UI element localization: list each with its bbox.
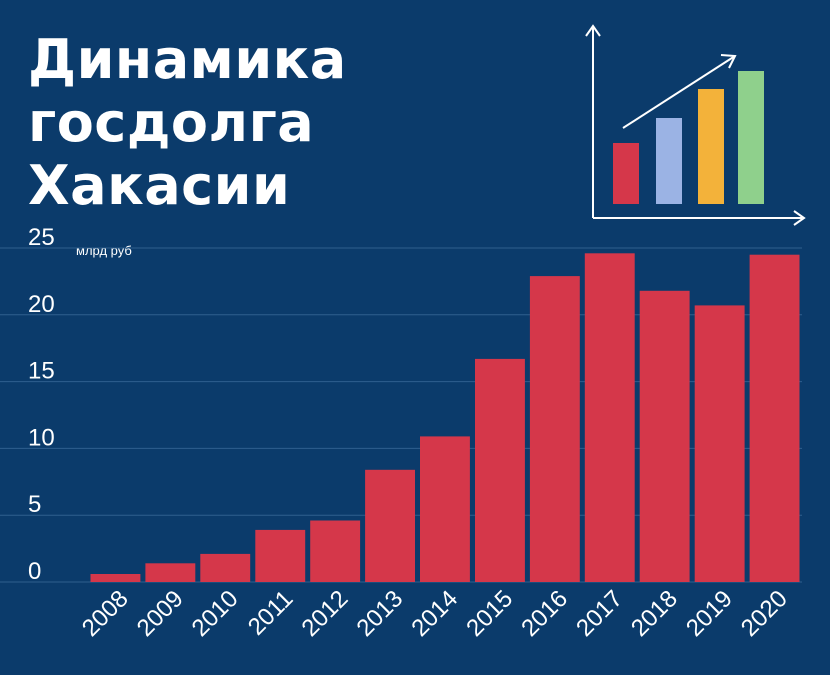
bar-2015: [475, 358, 525, 582]
x-tick-label: 2020: [736, 585, 793, 642]
y-tick-label: 0: [28, 558, 41, 585]
x-tick-label: 2011: [243, 585, 299, 641]
icon-y-arrowhead: [585, 24, 601, 37]
icon-bar-2: [656, 118, 682, 204]
y-axis-ticks: 0 5 10 15 20 25: [28, 224, 55, 585]
bar-2019: [694, 305, 745, 582]
title-line-2: госдолга: [28, 91, 315, 154]
y-tick-label: 10: [28, 424, 55, 451]
bar-2011: [255, 529, 306, 582]
bar-2012: [310, 520, 361, 582]
bar-2008: [90, 574, 141, 582]
x-tick-label: 2017: [571, 585, 628, 642]
icon-x-arrowhead: [793, 210, 806, 226]
icon-trend-arrowhead: [720, 54, 737, 69]
x-tick-label: 2009: [132, 585, 189, 642]
x-tick-label: 2018: [626, 585, 683, 642]
x-tick-label: 2015: [461, 585, 518, 642]
bar-2009: [145, 563, 196, 582]
bars: [90, 253, 800, 583]
title-line-3: Хакасии: [28, 154, 291, 217]
icon-bar-3: [698, 89, 724, 204]
x-tick-label: 2012: [297, 585, 354, 642]
bar-growth-chart-icon: [585, 24, 806, 226]
bar-2010: [200, 553, 251, 582]
x-tick-label: 2013: [351, 585, 408, 642]
x-tick-label: 2016: [516, 585, 573, 642]
x-tick-label: 2019: [681, 585, 738, 642]
icon-bar-4: [738, 71, 764, 204]
icon-bar-1: [613, 143, 639, 204]
bar-2014: [420, 436, 470, 582]
y-tick-label: 15: [28, 358, 55, 385]
title-line-1: Динамика: [28, 28, 347, 91]
bar-2018: [639, 290, 690, 582]
bar-2013: [365, 469, 415, 582]
icon-trend-line: [622, 55, 736, 129]
bar-2020: [749, 254, 800, 582]
x-tick-label: 2008: [77, 585, 134, 642]
x-tick-label: 2014: [406, 585, 463, 642]
y-tick-label: 25: [28, 224, 55, 251]
y-axis-unit-label: млрд руб: [76, 243, 132, 258]
y-tick-label: 5: [28, 491, 41, 518]
bar-2017: [584, 253, 635, 583]
x-tick-label: 2010: [187, 585, 244, 642]
bar-2016: [529, 276, 580, 582]
y-tick-label: 20: [28, 291, 55, 318]
chart-title: Динамика госдолга Хакасии: [28, 28, 347, 217]
